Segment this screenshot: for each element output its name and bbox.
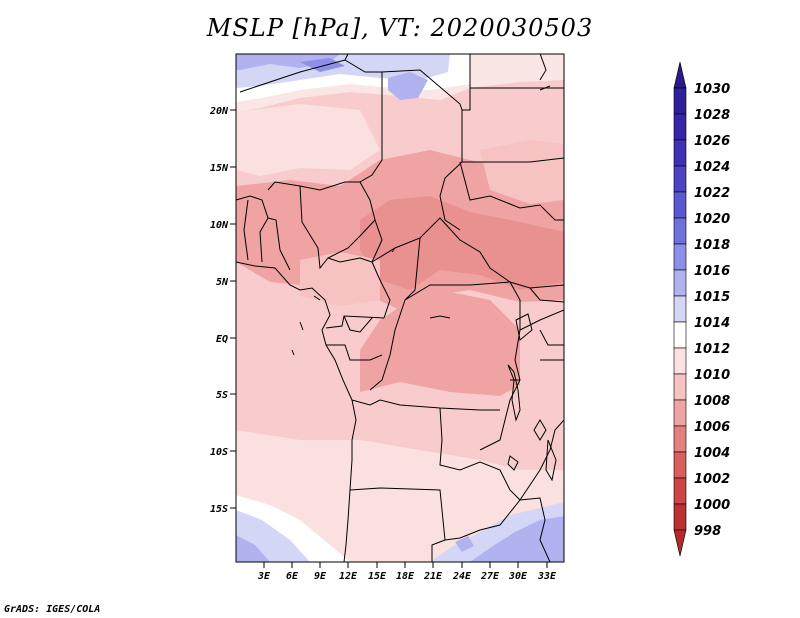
colorbar-label-1002: 1002 bbox=[694, 472, 730, 487]
colorbar-swatch-1002 bbox=[673, 477, 687, 505]
colorbar-swatch-1020 bbox=[673, 217, 687, 245]
lon-label-27e: 27E bbox=[480, 571, 500, 582]
colorbar-label-1028: 1028 bbox=[694, 108, 730, 123]
lon-label-21e: 21E bbox=[423, 571, 443, 582]
lon-label-15e: 15E bbox=[368, 571, 387, 582]
colorbar-bottom-arrow bbox=[673, 529, 687, 557]
lon-label-3e: 3E bbox=[257, 571, 271, 582]
lat-label-15s: 15S bbox=[210, 504, 228, 515]
colorbar-swatch-1028 bbox=[673, 113, 687, 141]
lat-label-10n: 10N bbox=[210, 220, 229, 231]
lon-label-9e: 9E bbox=[314, 571, 327, 582]
lon-label-12e: 12E bbox=[339, 571, 358, 582]
colorbar-swatch-1004 bbox=[673, 451, 687, 479]
lon-label-24e: 24E bbox=[452, 571, 472, 582]
lon-label-30e: 30E bbox=[508, 571, 528, 582]
colorbar-swatch-1030 bbox=[673, 87, 687, 115]
colorbar bbox=[673, 61, 687, 557]
lat-label-5n: 5N bbox=[216, 277, 229, 288]
map-frame bbox=[235, 53, 565, 563]
colorbar-swatch-1024 bbox=[673, 165, 687, 193]
colorbar-label-1016: 1016 bbox=[694, 264, 730, 279]
colorbar-swatch-1006 bbox=[673, 425, 687, 453]
country-borders bbox=[236, 54, 564, 562]
colorbar-label-1022: 1022 bbox=[694, 186, 730, 201]
colorbar-swatch-1012 bbox=[673, 347, 687, 375]
lon-axis: 3E 6E 9E 12E 15E 18E 21E 24E 27E 30E 33E bbox=[257, 562, 557, 582]
colorbar-label-1020: 1020 bbox=[694, 212, 730, 227]
colorbar-label-1008: 1008 bbox=[694, 394, 730, 409]
colorbar-swatch-1022 bbox=[673, 191, 687, 219]
colorbar-label-1015: 1015 bbox=[694, 290, 730, 305]
lat-label-5s: 5S bbox=[216, 390, 228, 401]
map-title: MSLP [hPa], VT: 2020030503 bbox=[206, 14, 594, 42]
lon-label-18e: 18E bbox=[396, 571, 415, 582]
lat-label-10s: 10S bbox=[210, 447, 228, 458]
colorbar-label-1006: 1006 bbox=[694, 420, 730, 435]
colorbar-label-1000: 1000 bbox=[694, 498, 730, 513]
grads-credit: GrADS: IGES/COLA bbox=[4, 604, 101, 615]
colorbar-label-1010: 1010 bbox=[694, 368, 730, 383]
lat-label-20n: 20N bbox=[209, 106, 229, 117]
colorbar-label-1026: 1026 bbox=[694, 134, 730, 149]
colorbar-label-998: 998 bbox=[694, 524, 721, 539]
colorbar-swatch-1015 bbox=[673, 295, 687, 323]
colorbar-label-1024: 1024 bbox=[694, 160, 730, 175]
lon-label-6e: 6E bbox=[286, 571, 299, 582]
lon-label-33e: 33E bbox=[537, 571, 557, 582]
colorbar-swatch-1010 bbox=[673, 373, 687, 401]
colorbar-top-arrow bbox=[673, 61, 687, 89]
colorbar-swatch-1014 bbox=[673, 321, 687, 349]
colorbar-swatch-1008 bbox=[673, 399, 687, 427]
lat-axis: 20N 15N 10N 5N EQ 5S 10S 15S bbox=[209, 106, 236, 515]
colorbar-label-1030: 1030 bbox=[694, 82, 730, 97]
colorbar-swatch-1016 bbox=[673, 269, 687, 297]
colorbar-labels: 1030 1028 1026 1024 1022 1020 1018 1016 … bbox=[694, 82, 730, 539]
colorbar-swatch-1018 bbox=[673, 243, 687, 271]
colorbar-label-1012: 1012 bbox=[694, 342, 730, 357]
pressure-field bbox=[236, 54, 564, 562]
colorbar-swatch-1000 bbox=[673, 503, 687, 531]
colorbar-label-1004: 1004 bbox=[694, 446, 730, 461]
colorbar-label-1018: 1018 bbox=[694, 238, 730, 253]
colorbar-swatch-1026 bbox=[673, 139, 687, 167]
lat-label-eq: EQ bbox=[216, 334, 228, 345]
lat-label-15n: 15N bbox=[210, 163, 229, 174]
colorbar-label-1014: 1014 bbox=[694, 316, 730, 331]
